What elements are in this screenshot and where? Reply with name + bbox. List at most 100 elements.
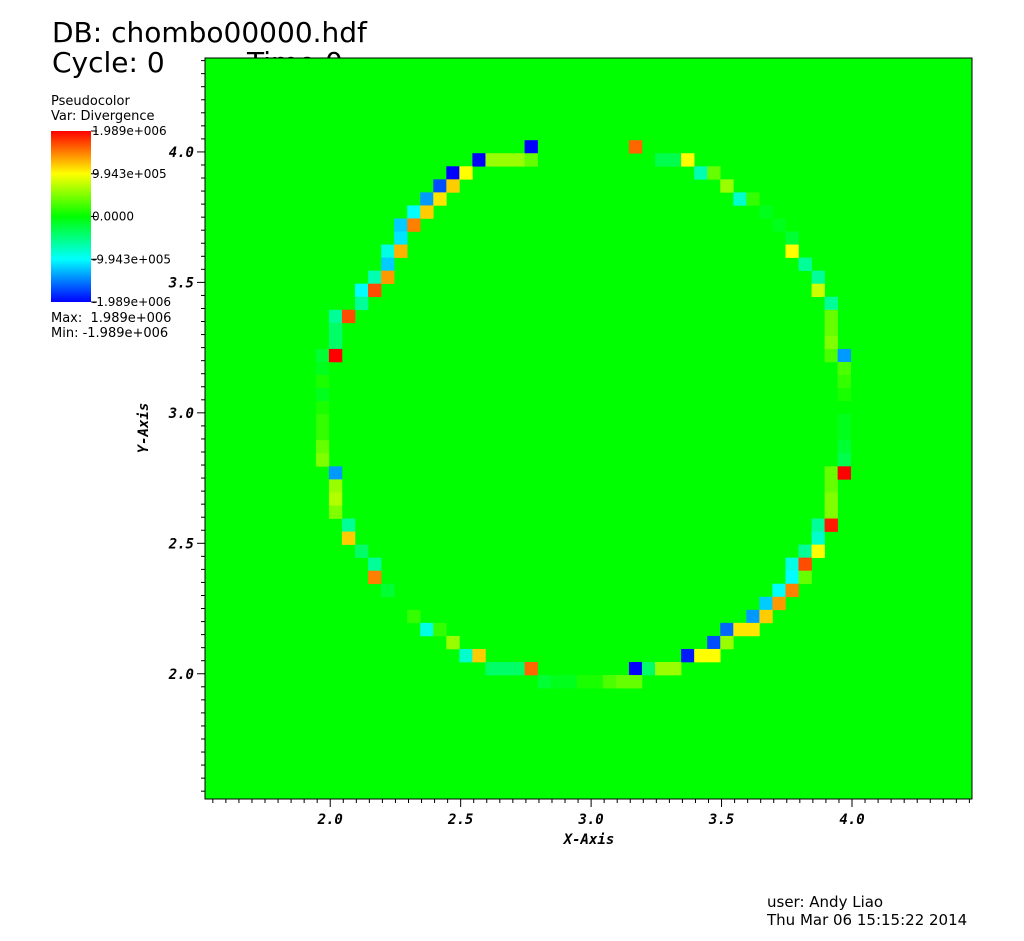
heatmap-cell	[394, 231, 408, 245]
heatmap-cell	[315, 427, 330, 441]
heatmap-cell	[824, 505, 838, 519]
heatmap-cell	[681, 153, 695, 167]
heatmap-cell	[837, 427, 851, 441]
heatmap-cell	[381, 583, 395, 598]
heatmap-cell	[355, 296, 369, 311]
heatmap-cell	[720, 179, 734, 193]
heatmap-cell	[746, 622, 760, 637]
heatmap-cell	[328, 479, 343, 493]
heatmap-cell	[641, 662, 656, 676]
heatmap-cell	[615, 675, 630, 689]
x-axis-title: X-Axis	[563, 832, 615, 848]
heatmap-cell	[628, 675, 643, 689]
heatmap-cell	[785, 570, 799, 585]
heatmap-cell	[837, 453, 851, 467]
colorbar-tick-label: -1.989e+006	[92, 295, 171, 309]
cycle-label: Cycle: 0	[52, 46, 165, 79]
heatmap-cell	[341, 531, 356, 545]
heatmap-cell	[368, 557, 382, 571]
ring-cells	[315, 140, 851, 689]
heatmap-cell	[811, 531, 825, 545]
db-title: DB: chombo00000.hdf	[52, 16, 367, 49]
legend-max: Max: 1.989e+006	[51, 311, 172, 326]
heatmap-cell	[798, 257, 812, 271]
heatmap-cell	[772, 218, 786, 232]
heatmap-cell	[837, 388, 851, 402]
heatmap-cell	[655, 662, 669, 676]
heatmap-cell	[628, 662, 643, 676]
heatmap-cell	[341, 518, 356, 532]
heatmap-cell	[824, 335, 838, 350]
heatmap-cell	[511, 153, 525, 167]
heatmap-cell	[837, 466, 851, 480]
heatmap-cell	[420, 622, 434, 637]
heatmap-cell	[837, 414, 851, 428]
heatmap-cell	[785, 244, 799, 258]
heatmap-cell	[459, 648, 473, 663]
heatmap-cell	[524, 153, 538, 167]
heatmap-cell	[446, 166, 460, 180]
heatmap-cell	[837, 348, 851, 363]
heatmap-cell	[433, 622, 447, 637]
heatmap-cell	[720, 622, 734, 637]
heatmap-cell	[837, 375, 851, 389]
heatmap-cell	[459, 166, 473, 180]
heatmap-cell	[511, 662, 525, 676]
heatmap-cell	[707, 648, 721, 663]
heatmap-cell	[394, 244, 408, 258]
heatmap-cell	[315, 440, 330, 454]
heatmap-cell	[759, 596, 773, 611]
axes: 2.0 2.5 3.0 3.5 4.0 2.0 2.5 3.0 3.5 4.0	[168, 57, 973, 828]
colorbar-tick-label: 0.0000	[92, 210, 134, 224]
heatmap-cell	[824, 322, 838, 337]
heatmap-cell	[485, 662, 499, 676]
heatmap-cell	[824, 348, 838, 363]
y-tick-label: 4.0	[169, 145, 194, 161]
heatmap-cell	[824, 309, 838, 324]
heatmap-cell	[668, 153, 682, 167]
colorbar-tick-label: 1.989e+006	[92, 124, 167, 138]
user-label: user: Andy Liao	[767, 893, 884, 911]
legend-variable: Var: Divergence	[51, 109, 155, 124]
date-label: Thu Mar 06 15:15:22 2014	[767, 911, 968, 929]
heatmap-cell	[368, 283, 382, 298]
y-axis-title: Y-Axis	[136, 403, 152, 454]
colorbar-tick-label: 9.943e+005	[92, 167, 167, 181]
heatmap-cell	[563, 675, 578, 689]
heatmap-cell	[824, 492, 838, 506]
heatmap-cell	[602, 675, 617, 689]
heatmap-cell	[550, 675, 565, 689]
heatmap-cell	[472, 153, 486, 167]
heatmap-cell	[328, 348, 343, 363]
heatmap-cell	[694, 648, 708, 663]
heatmap-cell	[798, 570, 812, 585]
heatmap-cell	[576, 675, 591, 689]
heatmap-cell	[315, 375, 330, 389]
heatmap-cell	[733, 192, 747, 206]
heatmap-cell	[315, 361, 330, 376]
heatmap-cell	[381, 244, 395, 258]
heatmap-cell	[368, 270, 382, 284]
heatmap-cell	[746, 192, 760, 206]
heatmap-cell	[394, 218, 408, 232]
plot-frame	[204, 57, 973, 800]
heatmap-cell	[420, 205, 434, 219]
heatmap-cell	[315, 414, 330, 428]
heatmap-cell	[315, 401, 330, 415]
heatmap-cell	[824, 466, 838, 480]
heatmap-cell	[798, 544, 812, 558]
heatmap-cell	[328, 322, 343, 337]
colorbar-ticks: 1.989e+006 9.943e+005 0.0000 -9.943e+005 -1.…	[91, 124, 171, 309]
x-tick-label: 3.0	[577, 812, 603, 828]
heatmap-cell	[315, 348, 330, 363]
heatmap-cell	[733, 622, 747, 637]
heatmap-cell	[381, 257, 395, 271]
heatmap-cell	[785, 583, 799, 598]
heatmap-cell	[355, 283, 369, 298]
heatmap-cell	[407, 609, 421, 624]
heatmap-cell	[368, 570, 382, 585]
legend-plot-type: Pseudocolor	[51, 94, 130, 109]
heatmap-cell	[707, 166, 721, 180]
heatmap-cell	[785, 557, 799, 571]
heatmap-cell	[524, 140, 538, 154]
